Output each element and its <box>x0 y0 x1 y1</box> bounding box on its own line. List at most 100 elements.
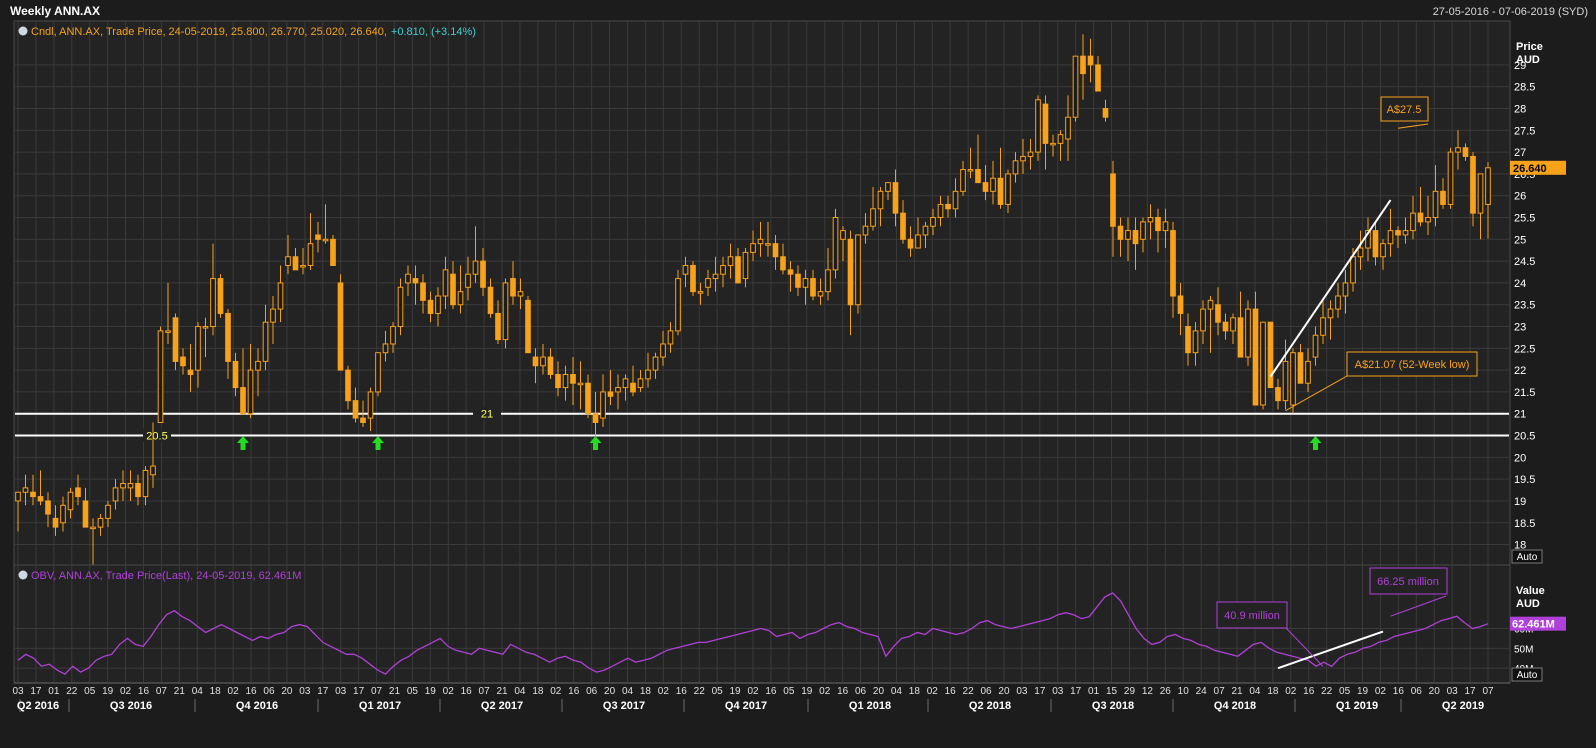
price-tick-label: 18 <box>1514 540 1526 552</box>
candle-up <box>150 465 156 476</box>
x-tick-label: 02 <box>1285 686 1297 697</box>
x-tick-label: 16 <box>837 686 849 697</box>
candle-up <box>937 203 944 219</box>
candle-up <box>1230 317 1236 332</box>
candle-down <box>1372 230 1379 258</box>
candle-up <box>1320 317 1326 336</box>
candle-up <box>1290 352 1296 406</box>
price-tick-label: 24 <box>1514 278 1526 290</box>
x-tick-label: 20 <box>873 686 885 697</box>
x-tick-label: 02 <box>443 686 455 697</box>
candle-up <box>1342 282 1349 297</box>
price-tick-label: 23.5 <box>1514 300 1535 312</box>
candle-down <box>1087 55 1094 66</box>
price-auto-button[interactable] <box>1511 549 1543 564</box>
candle-up <box>990 177 996 192</box>
x-tick-label: 18 <box>909 686 921 697</box>
x-tick-label: 22 <box>1321 686 1333 697</box>
price-legend-icon[interactable] <box>18 26 28 36</box>
x-tick-label: 05 <box>84 686 96 697</box>
candle-down <box>735 256 741 284</box>
price-tick-label: 20 <box>1514 452 1526 464</box>
x-tick-label: 16 <box>568 686 580 697</box>
price-tick-label: 24.5 <box>1514 256 1535 268</box>
x-tick-label: 02 <box>550 686 562 697</box>
candle-up <box>1335 295 1341 310</box>
callout-high-leader <box>1397 123 1429 129</box>
candle-up <box>720 264 726 275</box>
x-tick-label: 16 <box>1303 686 1315 697</box>
x-tick-label: 10 <box>1178 686 1190 697</box>
obv-auto-button[interactable] <box>1511 667 1543 682</box>
candle-down <box>232 360 239 389</box>
support-arrow <box>237 436 249 450</box>
obv-series <box>17 592 1489 675</box>
candle-up <box>405 273 411 284</box>
candle-up <box>757 238 764 245</box>
candle-up <box>1402 230 1409 236</box>
candle-up <box>1207 299 1214 310</box>
candle-up <box>112 487 119 502</box>
x-tick-label: 03 <box>335 686 347 697</box>
candle-up <box>465 273 471 288</box>
candle-up <box>697 291 704 294</box>
candle-up <box>435 295 441 314</box>
candle-up <box>105 504 111 519</box>
price-legend-text: Cndl, ANN.AX, Trade Price, 24-05-2019, 2… <box>31 26 387 38</box>
x-tick-label: 17 <box>1465 686 1477 697</box>
candle-down <box>630 382 636 393</box>
candle-up <box>142 469 149 498</box>
candle-up <box>442 269 449 297</box>
x-tick-label: 16 <box>138 686 150 697</box>
x-tick-label: 06 <box>263 686 275 697</box>
candle-down <box>510 278 516 297</box>
candle-up <box>277 282 284 310</box>
x-tick-label: 05 <box>783 686 795 697</box>
candle-down <box>900 212 906 240</box>
candle-down <box>330 238 336 266</box>
candle-down <box>337 282 344 371</box>
candle-down <box>52 517 59 528</box>
x-tick-label: 16 <box>245 686 257 697</box>
candle-up <box>322 238 329 242</box>
price-tick-label: 28.5 <box>1514 82 1535 94</box>
quarter-label: Q2 2017 <box>481 700 523 712</box>
x-tick-label: 16 <box>676 686 688 697</box>
x-tick-label: 04 <box>622 686 634 697</box>
callout-low-box <box>1346 351 1478 377</box>
x-tick-label: 16 <box>1393 686 1405 697</box>
candle-up <box>1282 360 1289 402</box>
x-tick-label: 29 <box>1124 686 1136 697</box>
candle-up <box>367 391 374 419</box>
candle-up <box>120 483 126 489</box>
quarter-label: Q4 2016 <box>236 700 278 712</box>
candle-down <box>1177 295 1184 314</box>
x-axis: 03 17 01 22 05 19 02 16 07 21 04 18 02 16 06 20 03 17 03 17… <box>12 682 1510 712</box>
candle-up <box>727 256 734 266</box>
candle-up <box>97 517 104 528</box>
candle-up <box>1020 155 1026 162</box>
candle-down <box>1417 212 1424 223</box>
candle-up <box>712 273 719 280</box>
price-axis-unit: AUD <box>1516 54 1540 66</box>
candle-up <box>1012 160 1019 175</box>
x-tick-label: 07 <box>479 686 491 697</box>
x-tick-label: 06 <box>1411 686 1423 697</box>
candle-down <box>592 413 599 423</box>
x-tick-label: 03 <box>1052 686 1064 697</box>
price-legend-change: +0.810, (+3.14%) <box>391 26 476 38</box>
price-tick-label: 27.5 <box>1514 125 1535 137</box>
x-tick-label: 26 <box>1160 686 1172 697</box>
support-label-bg <box>473 406 501 420</box>
candle-down <box>795 273 801 288</box>
x-tick-label: 22 <box>694 686 706 697</box>
candle-up <box>840 230 846 240</box>
candle-down <box>315 234 321 240</box>
candle-up <box>750 243 756 253</box>
x-tick-label: 20 <box>604 686 616 697</box>
x-tick-label: 18 <box>1267 686 1279 697</box>
obv-legend-icon[interactable] <box>18 570 28 580</box>
x-tick-label: 16 <box>945 686 957 697</box>
candle-up <box>832 217 839 271</box>
